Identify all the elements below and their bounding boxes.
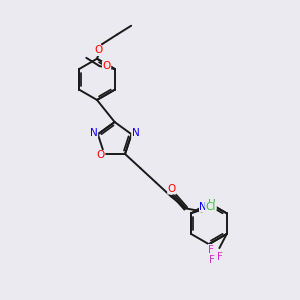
Text: F: F xyxy=(208,244,214,254)
Text: H: H xyxy=(208,199,216,209)
Text: F: F xyxy=(217,252,223,262)
Text: N: N xyxy=(90,128,98,138)
Text: O: O xyxy=(97,151,105,160)
Text: F: F xyxy=(209,255,215,266)
Text: O: O xyxy=(94,46,102,56)
Text: O: O xyxy=(103,61,111,71)
Text: Cl: Cl xyxy=(206,202,216,212)
Text: O: O xyxy=(168,184,176,194)
Text: N: N xyxy=(132,128,140,138)
Text: N: N xyxy=(200,202,207,212)
